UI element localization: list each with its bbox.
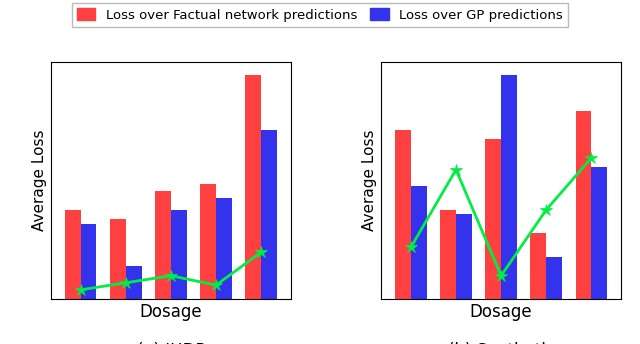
X-axis label: Dosage: Dosage: [470, 303, 532, 321]
Bar: [110, 219, 125, 299]
Bar: [485, 139, 501, 299]
Bar: [591, 167, 607, 299]
Y-axis label: Average Loss: Average Loss: [362, 130, 378, 232]
Bar: [171, 210, 187, 299]
Bar: [155, 191, 171, 299]
Bar: [261, 130, 277, 299]
Bar: [65, 210, 81, 299]
Bar: [411, 186, 427, 299]
Bar: [547, 257, 562, 299]
Bar: [125, 266, 141, 299]
Bar: [501, 75, 517, 299]
Text: (a) IHDP: (a) IHDP: [136, 342, 205, 344]
Bar: [456, 214, 472, 299]
Bar: [200, 184, 216, 299]
Bar: [440, 210, 456, 299]
Bar: [395, 130, 411, 299]
Bar: [575, 111, 591, 299]
Bar: [245, 75, 261, 299]
Bar: [216, 198, 232, 299]
X-axis label: Dosage: Dosage: [140, 303, 202, 321]
Bar: [531, 233, 547, 299]
Legend: Loss over Factual network predictions, Loss over GP predictions: Loss over Factual network predictions, L…: [72, 3, 568, 27]
Text: (b) Synthetic: (b) Synthetic: [447, 342, 555, 344]
Bar: [81, 224, 97, 299]
Y-axis label: Average Loss: Average Loss: [32, 130, 47, 232]
